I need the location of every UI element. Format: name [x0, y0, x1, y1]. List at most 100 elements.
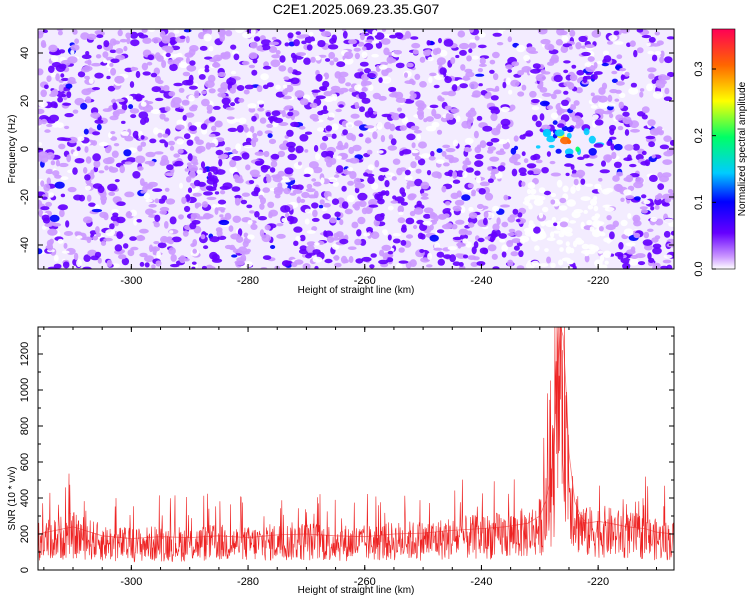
heatmap-cell: [225, 30, 233, 37]
heatmap-cell: [55, 73, 60, 82]
heatmap-cell: [295, 235, 301, 242]
heatmap-cell: [185, 57, 191, 64]
heatmap-cell: [542, 206, 549, 213]
heatmap-cell: [405, 234, 414, 239]
heatmap-cell: [378, 77, 383, 83]
heatmap-cell: [381, 76, 392, 84]
heatmap-cell: [219, 214, 224, 218]
heatmap-cell: [287, 111, 294, 117]
heatmap-cell: [389, 34, 397, 39]
heatmap-cell: [90, 169, 95, 175]
heatmap-cell: [306, 44, 313, 51]
colorbar: [711, 28, 736, 270]
heatmap-cell: [328, 112, 335, 119]
heatmap-cell: [106, 75, 111, 80]
heatmap-cell: [404, 72, 408, 78]
heatmap-cell: [416, 133, 422, 141]
heatmap-cell: [80, 102, 88, 110]
heatmap-cell: [398, 247, 405, 253]
heatmap-cell: [404, 169, 411, 176]
y-axis-label: Frequency (Hz): [7, 115, 18, 184]
heatmap-cell: [445, 222, 453, 228]
heatmap-cell: [150, 246, 160, 252]
heatmap-cell: [189, 170, 196, 179]
heatmap-cell: [315, 73, 323, 82]
heatmap-cell: [516, 265, 525, 269]
heatmap-cell: [361, 207, 368, 215]
heatmap-cell: [622, 111, 630, 117]
heatmap-cell: [561, 257, 571, 262]
heatmap-cell: [617, 125, 624, 131]
heatmap-cell: [557, 123, 565, 128]
heatmap-cell: [591, 96, 599, 104]
heatmap-cell: [500, 106, 510, 113]
heatmap-cell: [161, 60, 167, 68]
heatmap-cell: [648, 141, 655, 148]
heatmap-cell: [452, 261, 461, 267]
heatmap-cell: [523, 158, 529, 164]
heatmap-cell: [97, 257, 102, 264]
heatmap-cell: [282, 89, 288, 96]
heatmap-cell: [501, 221, 509, 228]
heatmap-cell: [381, 244, 392, 251]
heatmap-cell: [312, 166, 323, 174]
heatmap-cell: [229, 87, 236, 94]
heatmap-cell: [613, 161, 622, 168]
heatmap-cell: [299, 245, 308, 251]
y-axis-label: SNR (10 * v/v): [7, 467, 18, 531]
heatmap-cell: [487, 178, 494, 183]
heatmap-cell: [550, 231, 555, 238]
heatmap-cell: [379, 167, 389, 173]
heatmap-cell: [107, 85, 116, 92]
heatmap-cell: [111, 150, 119, 158]
heatmap-cell: [469, 39, 476, 43]
heatmap-cell: [85, 96, 92, 104]
heatmap-cell: [177, 148, 184, 154]
heatmap-cell: [262, 65, 272, 70]
heatmap-cell: [320, 109, 329, 115]
heatmap-cell: [261, 234, 272, 243]
heatmap-cell: [139, 252, 148, 258]
heatmap-cell: [390, 200, 399, 204]
heatmap-cell: [468, 212, 478, 219]
heatmap-cell: [96, 123, 102, 131]
heatmap-cell: [416, 109, 424, 117]
heatmap-cell: [140, 101, 147, 107]
heatmap-cell: [414, 155, 421, 161]
heatmap-cell: [563, 69, 569, 74]
heatmap-cell: [496, 42, 504, 46]
heatmap-cell: [241, 192, 250, 197]
heatmap-cell: [573, 100, 580, 106]
heatmap-cell: [374, 193, 380, 200]
heatmap-cell: [352, 203, 360, 209]
heatmap-cell: [246, 204, 253, 209]
heatmap-cell: [85, 156, 92, 164]
heatmap-cell: [50, 160, 56, 166]
heatmap-cell: [540, 38, 551, 45]
heatmap-cell: [131, 67, 139, 71]
heatmap-cell: [183, 133, 191, 140]
heatmap-cell: [43, 183, 51, 192]
heatmap-cell: [314, 265, 319, 269]
heatmap-cell: [145, 208, 155, 216]
heatmap-cell: [292, 189, 303, 194]
heatmap-cell: [575, 42, 582, 50]
heatmap-cell: [90, 112, 101, 119]
heatmap-cell: [287, 32, 294, 39]
heatmap-cell: [634, 196, 641, 201]
heatmap-cell: [345, 122, 354, 129]
heatmap-cell: [447, 246, 458, 251]
heatmap-cell: [306, 245, 315, 253]
heatmap-cell: [646, 42, 651, 47]
heatmap-cell: [165, 198, 176, 205]
heatmap-cell: [478, 188, 486, 195]
heatmap-cell: [530, 68, 541, 74]
heatmap-cell: [496, 217, 501, 226]
heatmap-cell: [467, 222, 475, 228]
heatmap-cell: [333, 232, 340, 239]
heatmap-cell: [535, 120, 542, 128]
x-tick-label: -260: [354, 576, 376, 588]
heatmap-cell: [427, 252, 433, 260]
heatmap-cell: [62, 261, 70, 269]
heatmap-cell: [243, 89, 250, 95]
